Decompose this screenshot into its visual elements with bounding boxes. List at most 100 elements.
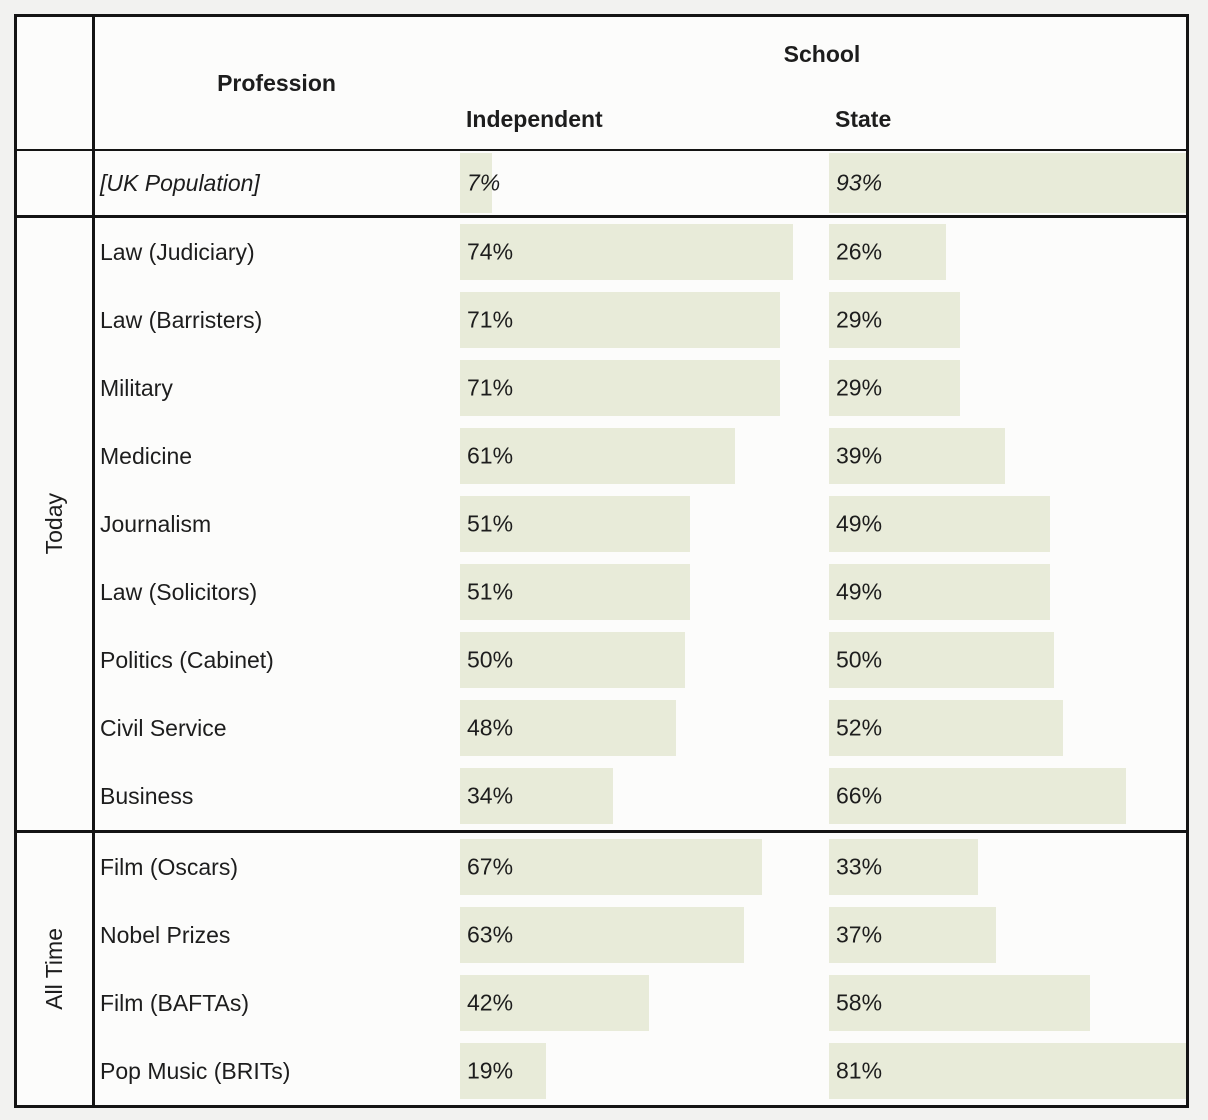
school-column-header: School Independent State bbox=[458, 17, 1186, 149]
state-value: 50% bbox=[836, 646, 883, 673]
population-independent-bar bbox=[460, 153, 492, 213]
independent-cell: 19% bbox=[458, 1037, 827, 1105]
independent-bar bbox=[460, 496, 690, 552]
state-bar bbox=[829, 1043, 1186, 1099]
state-header-label: State bbox=[835, 106, 892, 132]
independent-bar bbox=[460, 632, 685, 688]
profession-row: Law (Barristers) 71% 29% bbox=[95, 286, 1186, 354]
profession-row: Film (Oscars) 67% 33% bbox=[95, 833, 1186, 901]
group-rows: Film (Oscars) 67% 33% Nobel Prizes 63% 3… bbox=[95, 833, 1186, 1105]
profession-name: Journalism bbox=[100, 510, 212, 537]
table-header: Profession School Independent State bbox=[17, 17, 1186, 151]
independent-value: 63% bbox=[467, 921, 514, 948]
state-cell: 39% bbox=[827, 422, 1186, 490]
state-value: 39% bbox=[836, 442, 883, 469]
population-independent-cell: 7% bbox=[458, 151, 827, 215]
state-cell: 33% bbox=[827, 833, 1186, 901]
profession-name: Nobel Prizes bbox=[100, 921, 231, 948]
state-value: 33% bbox=[836, 853, 883, 880]
independent-value: 42% bbox=[467, 989, 514, 1016]
independent-cell: 63% bbox=[458, 901, 827, 969]
independent-bar bbox=[460, 907, 744, 963]
state-value: 66% bbox=[836, 782, 883, 809]
state-value: 29% bbox=[836, 306, 883, 333]
state-bar bbox=[829, 700, 1063, 756]
independent-cell: 42% bbox=[458, 969, 827, 1037]
independent-bar bbox=[460, 1043, 546, 1099]
group-rows: Law (Judiciary) 74% 26% Law (Barristers)… bbox=[95, 218, 1186, 830]
profession-row: Journalism 51% 49% bbox=[95, 490, 1186, 558]
independent-bar bbox=[460, 564, 690, 620]
group-label: Today bbox=[41, 493, 67, 555]
independent-bar bbox=[460, 292, 780, 348]
profession-name: Law (Barristers) bbox=[100, 306, 263, 333]
state-cell: 26% bbox=[827, 218, 1186, 286]
group-label-cell: All Time bbox=[17, 833, 95, 1105]
profession-header-label: Profession bbox=[217, 69, 336, 96]
independent-cell: 51% bbox=[458, 558, 827, 626]
independent-value: 61% bbox=[467, 442, 514, 469]
state-cell: 66% bbox=[827, 762, 1186, 830]
independent-header-label: Independent bbox=[466, 106, 603, 132]
profession-row: Nobel Prizes 63% 37% bbox=[95, 901, 1186, 969]
population-group-cell bbox=[17, 151, 95, 215]
independent-bar bbox=[460, 768, 613, 824]
profession-name: Politics (Cabinet) bbox=[100, 646, 274, 673]
population-state-cell: 93% bbox=[827, 151, 1186, 215]
state-cell: 37% bbox=[827, 901, 1186, 969]
population-state-value: 93% bbox=[836, 169, 883, 196]
state-value: 49% bbox=[836, 578, 883, 605]
state-cell: 58% bbox=[827, 969, 1186, 1037]
independent-value: 74% bbox=[467, 238, 514, 265]
profession-group: Today Law (Judiciary) 74% 26% Law (Barri… bbox=[17, 218, 1186, 833]
profession-row: Film (BAFTAs) 42% 58% bbox=[95, 969, 1186, 1037]
independent-value: 48% bbox=[467, 714, 514, 741]
independent-cell: 67% bbox=[458, 833, 827, 901]
state-bar bbox=[829, 360, 960, 416]
independent-bar bbox=[460, 428, 735, 484]
state-value: 26% bbox=[836, 238, 883, 265]
independent-cell: 71% bbox=[458, 354, 827, 422]
profession-row: Law (Judiciary) 74% 26% bbox=[95, 218, 1186, 286]
state-cell: 49% bbox=[827, 558, 1186, 626]
state-cell: 52% bbox=[827, 694, 1186, 762]
independent-value: 51% bbox=[467, 510, 514, 537]
state-cell: 49% bbox=[827, 490, 1186, 558]
school-subheaders: Independent State bbox=[458, 106, 1186, 149]
group-label-cell: Today bbox=[17, 218, 95, 830]
independent-cell: 48% bbox=[458, 694, 827, 762]
state-bar bbox=[829, 839, 978, 895]
profession-row: Politics (Cabinet) 50% 50% bbox=[95, 626, 1186, 694]
independent-value: 71% bbox=[467, 306, 514, 333]
profession-name: Law (Solicitors) bbox=[100, 578, 258, 605]
independent-value: 19% bbox=[467, 1057, 514, 1084]
state-cell: 29% bbox=[827, 354, 1186, 422]
profession-name: Film (Oscars) bbox=[100, 853, 238, 880]
state-cell: 81% bbox=[827, 1037, 1186, 1105]
independent-value: 34% bbox=[467, 782, 514, 809]
independent-bar bbox=[460, 975, 649, 1031]
profession-row: Military 71% 29% bbox=[95, 354, 1186, 422]
profession-row: Law (Solicitors) 51% 49% bbox=[95, 558, 1186, 626]
header-group-cell bbox=[17, 17, 95, 149]
profession-name: Film (BAFTAs) bbox=[100, 989, 250, 1016]
independent-cell: 71% bbox=[458, 286, 827, 354]
state-bar bbox=[829, 975, 1090, 1031]
school-profession-table: Profession School Independent State [UK … bbox=[14, 14, 1189, 1108]
population-state-bar bbox=[829, 153, 1186, 213]
profession-name: Business bbox=[100, 782, 194, 809]
independent-value: 67% bbox=[467, 853, 514, 880]
profession-groups: Today Law (Judiciary) 74% 26% Law (Barri… bbox=[17, 218, 1186, 1105]
state-value: 81% bbox=[836, 1057, 883, 1084]
state-bar bbox=[829, 428, 1005, 484]
profession-name: Civil Service bbox=[100, 714, 227, 741]
independent-bar bbox=[460, 224, 793, 280]
population-label: [UK Population] bbox=[100, 169, 260, 196]
state-value: 52% bbox=[836, 714, 883, 741]
independent-value: 51% bbox=[467, 578, 514, 605]
independent-cell: 74% bbox=[458, 218, 827, 286]
state-bar bbox=[829, 224, 946, 280]
profession-column-header: Profession bbox=[95, 17, 458, 149]
group-label: All Time bbox=[41, 928, 67, 1010]
